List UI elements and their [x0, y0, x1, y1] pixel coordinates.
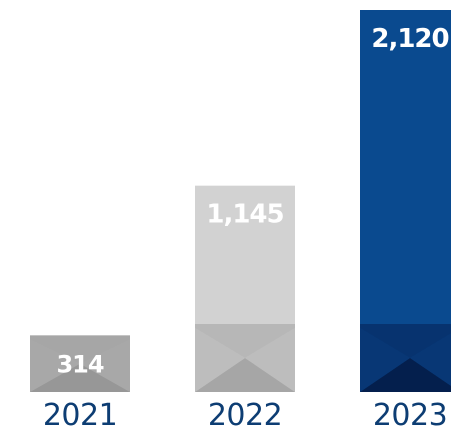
bar-2022 [195, 185, 295, 392]
bar-fold-right-2023 [410, 333, 451, 386]
bar-value-label-2021: 314 [56, 351, 103, 379]
bar-fold-left-2023 [360, 328, 410, 392]
x-axis-tick-labels: 2021 2022 2023 [43, 398, 448, 433]
bar-fold-right-2022 [245, 328, 295, 392]
bar-fold-left-2021 [30, 339, 80, 392]
bar-fold-top-2023 [360, 324, 451, 358]
bar-fold-bottom-2021 [30, 363, 130, 392]
bar-value-label-2022: 1,145 [206, 200, 283, 230]
bar-fold-right-2021 [80, 339, 130, 392]
x-tick-label-2022: 2022 [208, 398, 282, 433]
x-tick-label-2021: 2021 [43, 398, 117, 433]
bar-fold-bottom-2023 [360, 358, 451, 392]
bar-2023 [360, 10, 451, 392]
bar-2021 [30, 335, 130, 392]
bars-group [30, 10, 451, 392]
x-tick-label-2023: 2023 [373, 398, 447, 433]
value-labels-group: 314 1,145 2,120 [56, 24, 449, 379]
bar-fold-top-2022 [195, 324, 295, 358]
bar-fold-bottom-2022 [195, 358, 295, 392]
bar-fold-top-2021 [30, 335, 130, 364]
bar-fold-left-2022 [195, 328, 245, 392]
bar-value-label-2023: 2,120 [371, 24, 448, 54]
